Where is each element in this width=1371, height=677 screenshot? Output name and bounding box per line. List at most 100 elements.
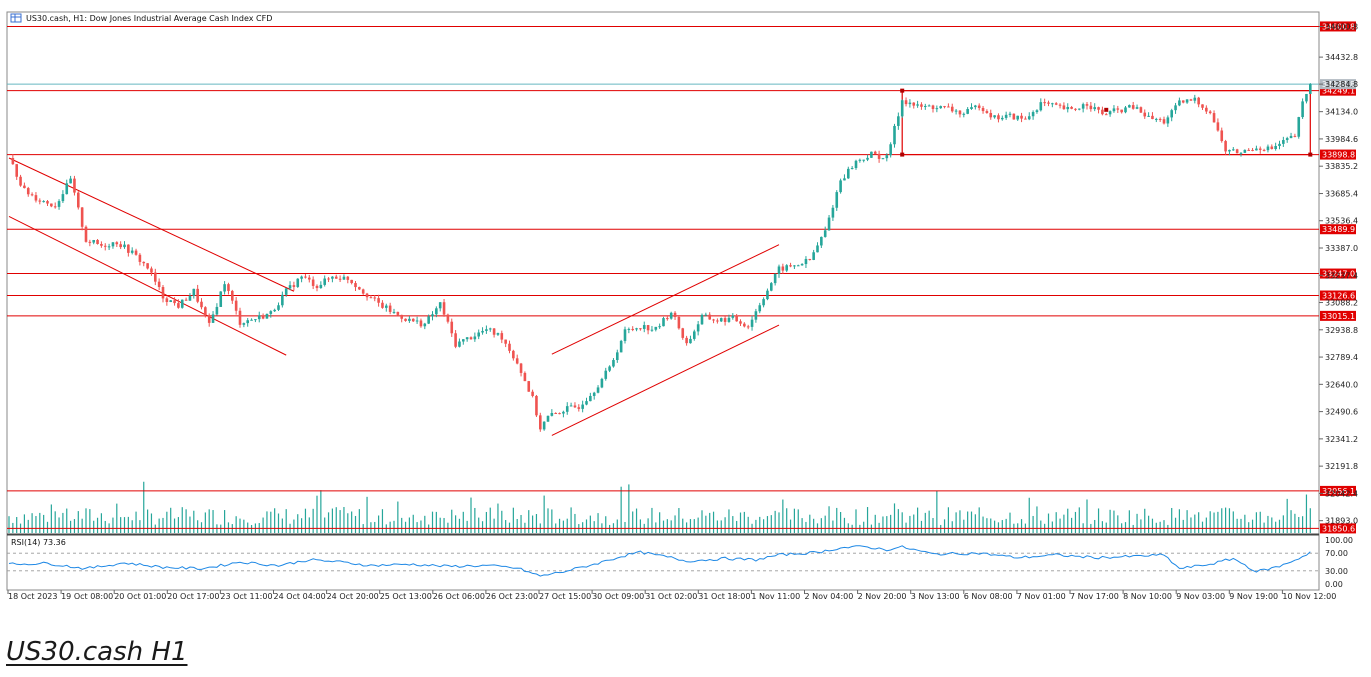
candle-body bbox=[573, 405, 577, 408]
volume-bar bbox=[693, 519, 695, 533]
volume-bar bbox=[947, 507, 949, 533]
candle-body bbox=[234, 300, 238, 311]
candle-body bbox=[839, 180, 842, 193]
volume-bar bbox=[982, 516, 984, 533]
candle-body bbox=[604, 370, 608, 379]
range-handle bbox=[1104, 107, 1109, 112]
candle-body bbox=[61, 194, 65, 202]
candle-body bbox=[727, 317, 731, 322]
price-tick-label: 33984.6 bbox=[1325, 135, 1358, 144]
candle-body bbox=[154, 272, 157, 282]
volume-bar bbox=[274, 508, 276, 533]
candle-body bbox=[770, 283, 773, 291]
candle-body bbox=[1008, 113, 1012, 115]
candle-body bbox=[1293, 135, 1297, 137]
volume-bar bbox=[478, 517, 480, 533]
volume-bar bbox=[123, 517, 126, 533]
volume-bar bbox=[455, 515, 457, 533]
candle-body bbox=[900, 100, 904, 117]
range-rectangle bbox=[901, 90, 1311, 156]
candle-body bbox=[870, 151, 873, 158]
candle-body bbox=[1012, 113, 1016, 120]
candle-body bbox=[912, 102, 916, 106]
level-price-box bbox=[1320, 224, 1356, 235]
candle-body bbox=[558, 413, 561, 415]
up-channel-lower bbox=[551, 324, 780, 436]
candle-body bbox=[80, 207, 84, 227]
volume-bar bbox=[705, 515, 707, 533]
candle-body bbox=[943, 106, 946, 108]
candle-body bbox=[26, 188, 30, 195]
candle-body bbox=[1239, 152, 1243, 154]
volume-bar bbox=[543, 495, 545, 533]
candle-body bbox=[361, 289, 365, 294]
volume-bar bbox=[547, 508, 549, 533]
volume-bar bbox=[189, 516, 191, 533]
chart-title: US30.cash, H1: Dow Jones Industrial Aver… bbox=[26, 14, 272, 23]
volume-bar bbox=[666, 519, 668, 533]
candle-body bbox=[34, 195, 38, 201]
price-tick-label: 33536.4 bbox=[1325, 217, 1358, 226]
volume-bar bbox=[1063, 514, 1065, 533]
time-tick-label: 8 Nov 10:00 bbox=[1123, 592, 1172, 601]
volume-bar bbox=[443, 517, 445, 533]
candle-body bbox=[793, 265, 796, 267]
level-price-box bbox=[1320, 85, 1356, 96]
candle-body bbox=[1097, 107, 1100, 110]
volume-bar bbox=[1309, 508, 1311, 533]
candle-body bbox=[731, 315, 735, 318]
chart[interactable]: 34600.8 34249.1 33898.8 33489.9 33247.0 33126… bbox=[0, 0, 1371, 625]
volume-bar bbox=[766, 516, 769, 533]
volume-bar bbox=[1167, 524, 1169, 533]
volume-bar bbox=[120, 517, 122, 533]
rsi-indicator: 100.00 70.00 30.00 0.00 bbox=[7, 536, 1353, 589]
candle-body bbox=[1101, 109, 1104, 115]
candle-body bbox=[1004, 114, 1008, 118]
candle-body bbox=[962, 113, 966, 115]
candle-body bbox=[319, 284, 323, 289]
chart-header: US30.cash, H1: Dow Jones Industrial Aver… bbox=[10, 13, 272, 23]
volume-bar bbox=[39, 512, 41, 533]
volume-bar bbox=[1190, 517, 1192, 533]
volume-bar bbox=[1094, 519, 1096, 533]
volume-bar bbox=[239, 518, 241, 533]
candle-body bbox=[754, 311, 758, 320]
candle-body bbox=[539, 415, 542, 430]
candle-body bbox=[204, 307, 207, 316]
price-tick-label: 33685.4 bbox=[1325, 190, 1358, 199]
volume-bar bbox=[1009, 512, 1011, 533]
volume-bar bbox=[408, 517, 410, 533]
volume-bar bbox=[143, 481, 145, 533]
volume-bar bbox=[173, 518, 176, 533]
candle-body bbox=[396, 311, 400, 315]
candle-body bbox=[331, 276, 334, 279]
volume-bar bbox=[917, 507, 919, 533]
candle-body bbox=[142, 261, 146, 264]
candle-body bbox=[681, 328, 685, 338]
candle-body bbox=[816, 245, 819, 253]
candle-body bbox=[662, 318, 665, 327]
volume-bar bbox=[1132, 524, 1134, 533]
candle-body bbox=[1201, 104, 1204, 108]
candle-body bbox=[1066, 107, 1070, 110]
volume-bar bbox=[281, 518, 283, 533]
candle-body bbox=[173, 300, 176, 304]
candle-body bbox=[565, 406, 569, 412]
volume-bar bbox=[789, 519, 792, 533]
candle-body bbox=[385, 305, 388, 308]
volume-bar bbox=[1194, 514, 1196, 533]
candle-body bbox=[916, 104, 919, 106]
volume-bar bbox=[389, 521, 391, 533]
level-price-label: 33489.9 bbox=[1322, 225, 1355, 234]
candle-body bbox=[304, 276, 307, 278]
candle-body bbox=[292, 285, 296, 287]
time-axis: 18 Oct 2023 19 Oct 08:00 20 Oct 01:00 20 Oc… bbox=[7, 590, 1336, 601]
volume-bar bbox=[1151, 518, 1154, 533]
candle-body bbox=[192, 288, 196, 296]
candle-body bbox=[723, 318, 727, 322]
volume-bar bbox=[674, 515, 676, 533]
volume-bar bbox=[824, 515, 826, 533]
price-tick-label: 32341.2 bbox=[1325, 435, 1358, 444]
candle-body bbox=[1170, 110, 1173, 118]
volume-bar bbox=[997, 522, 1000, 533]
